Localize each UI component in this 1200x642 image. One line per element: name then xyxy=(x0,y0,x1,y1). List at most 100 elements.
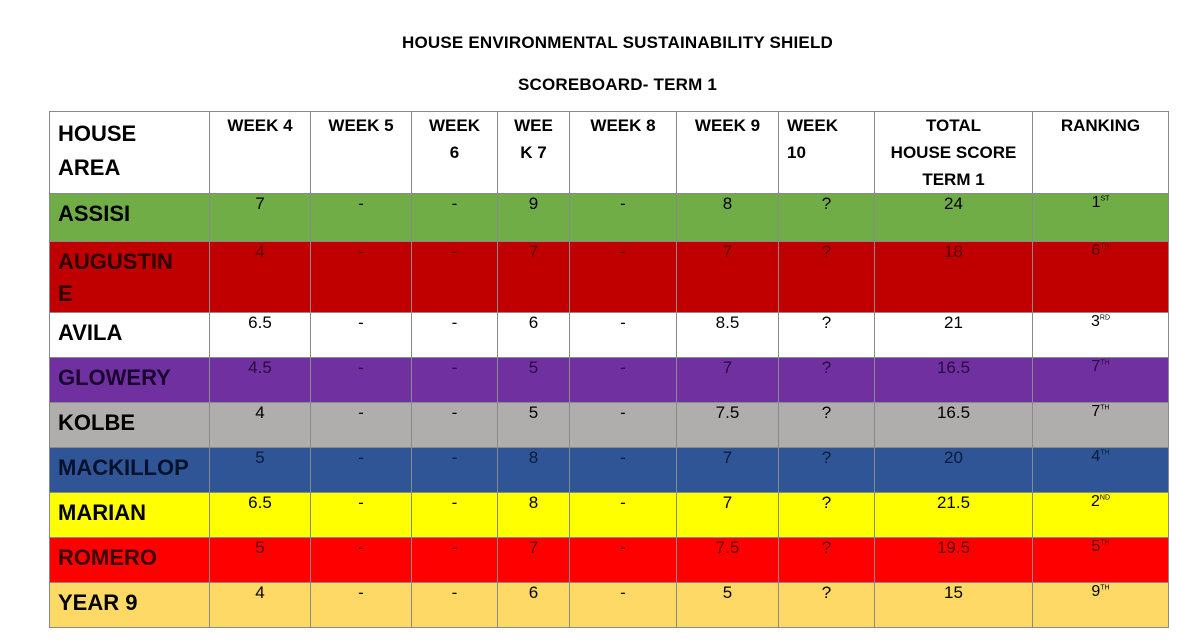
table-row-year-9: YEAR 9 4 - - 6 - 5 ? 15 9TH xyxy=(49,582,1169,628)
week-4-score: 5 xyxy=(209,537,311,583)
week-9-score: 7 xyxy=(676,357,779,403)
scoreboard-table: HOUSE AREA WEEK 4 WEEK 5 WEEK 6 WEE K 7 WEE… xyxy=(49,111,1169,628)
house-name: MACKILLOP xyxy=(49,447,210,493)
total-score: 16.5 xyxy=(874,402,1033,448)
week-9-score: 7.5 xyxy=(676,537,779,583)
table-row-glowery: GLOWERY 4.5 - - 5 - 7 ? 16.5 7TH xyxy=(49,357,1169,403)
week-7-score: 7 xyxy=(497,537,570,583)
week-10-score: ? xyxy=(778,537,875,583)
week-4-score: 6.5 xyxy=(209,492,311,538)
week-6-score: - xyxy=(411,193,498,242)
total-score: 19.5 xyxy=(874,537,1033,583)
table-row-augustine: AUGUSTIN E 4 - - 7 - 7 ? 18 6TH xyxy=(49,241,1169,313)
week-5-score: - xyxy=(310,357,412,403)
header-week-7: WEE K 7 xyxy=(497,111,570,194)
house-name: MARIAN xyxy=(49,492,210,538)
week-7-score: 7 xyxy=(497,241,570,313)
header-house-area: HOUSE AREA xyxy=(49,111,210,194)
week-5-score: - xyxy=(310,402,412,448)
header-week-8: WEEK 8 xyxy=(569,111,677,194)
page-title: HOUSE ENVIRONMENTAL SUSTAINABILITY SHIEL… xyxy=(401,33,834,52)
week-10-score: ? xyxy=(778,492,875,538)
total-score: 20 xyxy=(874,447,1033,493)
header-row: HOUSE AREA WEEK 4 WEEK 5 WEEK 6 WEE K 7 WEE… xyxy=(49,111,1169,194)
week-6-score: - xyxy=(411,582,498,628)
week-5-score: - xyxy=(310,241,412,313)
week-7-score: 5 xyxy=(497,402,570,448)
table-row-kolbe: KOLBE 4 - - 5 - 7.5 ? 16.5 7TH xyxy=(49,402,1169,448)
week-4-score: 6.5 xyxy=(209,312,311,358)
total-score: 15 xyxy=(874,582,1033,628)
header-week-4: WEEK 4 xyxy=(209,111,311,194)
week-4-score: 5 xyxy=(209,447,311,493)
house-name: ROMERO xyxy=(49,537,210,583)
week-6-score: - xyxy=(411,492,498,538)
week-4-score: 4 xyxy=(209,241,311,313)
ranking: 7TH xyxy=(1032,402,1169,448)
week-10-score: ? xyxy=(778,582,875,628)
week-8-score: - xyxy=(569,582,677,628)
week-10-score: ? xyxy=(778,241,875,313)
week-10-score: ? xyxy=(778,193,875,242)
week-5-score: - xyxy=(310,537,412,583)
week-7-score: 5 xyxy=(497,357,570,403)
week-6-score: - xyxy=(411,357,498,403)
week-7-score: 9 xyxy=(497,193,570,242)
week-8-score: - xyxy=(569,537,677,583)
week-6-score: - xyxy=(411,447,498,493)
week-6-score: - xyxy=(411,537,498,583)
week-6-score: - xyxy=(411,312,498,358)
total-score: 16.5 xyxy=(874,357,1033,403)
week-10-score: ? xyxy=(778,447,875,493)
house-name: YEAR 9 xyxy=(49,582,210,628)
week-9-score: 7 xyxy=(676,447,779,493)
week-8-score: - xyxy=(569,357,677,403)
house-name: KOLBE xyxy=(49,402,210,448)
table-row-mackillop: MACKILLOP 5 - - 8 - 7 ? 20 4TH xyxy=(49,447,1169,493)
week-4-score: 7 xyxy=(209,193,311,242)
week-6-score: - xyxy=(411,241,498,313)
header-week-5: WEEK 5 xyxy=(310,111,412,194)
week-10-score: ? xyxy=(778,402,875,448)
week-7-score: 8 xyxy=(497,492,570,538)
week-7-score: 6 xyxy=(497,582,570,628)
header-ranking: RANKING xyxy=(1032,111,1169,194)
week-10-score: ? xyxy=(778,312,875,358)
week-9-score: 8.5 xyxy=(676,312,779,358)
week-7-score: 6 xyxy=(497,312,570,358)
week-5-score: - xyxy=(310,492,412,538)
ranking: 4TH xyxy=(1032,447,1169,493)
week-9-score: 7 xyxy=(676,241,779,313)
week-5-score: - xyxy=(310,582,412,628)
ranking: 7TH xyxy=(1032,357,1169,403)
week-8-score: - xyxy=(569,312,677,358)
week-5-score: - xyxy=(310,312,412,358)
page-subtitle: SCOREBOARD- TERM 1 xyxy=(517,75,718,94)
week-5-score: - xyxy=(310,447,412,493)
week-9-score: 7.5 xyxy=(676,402,779,448)
ranking: 9TH xyxy=(1032,582,1169,628)
week-4-score: 4 xyxy=(209,402,311,448)
week-4-score: 4.5 xyxy=(209,357,311,403)
house-name: AVILA xyxy=(49,312,210,358)
week-8-score: - xyxy=(569,241,677,313)
table-row-assisi: ASSISI 7 - - 9 - 8 ? 24 1ST xyxy=(49,193,1169,242)
week-7-score: 8 xyxy=(497,447,570,493)
week-9-score: 7 xyxy=(676,492,779,538)
total-score: 24 xyxy=(874,193,1033,242)
table-row-romero: ROMERO 5 - - 7 - 7.5 ? 19.5 5TH xyxy=(49,537,1169,583)
house-name: GLOWERY xyxy=(49,357,210,403)
ranking: 6TH xyxy=(1032,241,1169,313)
table-row-marian: MARIAN 6.5 - - 8 - 7 ? 21.5 2ND xyxy=(49,492,1169,538)
total-score: 21 xyxy=(874,312,1033,358)
week-9-score: 5 xyxy=(676,582,779,628)
total-score: 21.5 xyxy=(874,492,1033,538)
house-name: ASSISI xyxy=(49,193,210,242)
week-8-score: - xyxy=(569,193,677,242)
header-week-6: WEEK 6 xyxy=(411,111,498,194)
ranking: 1ST xyxy=(1032,193,1169,242)
week-8-score: - xyxy=(569,492,677,538)
week-8-score: - xyxy=(569,447,677,493)
week-9-score: 8 xyxy=(676,193,779,242)
ranking: 2ND xyxy=(1032,492,1169,538)
